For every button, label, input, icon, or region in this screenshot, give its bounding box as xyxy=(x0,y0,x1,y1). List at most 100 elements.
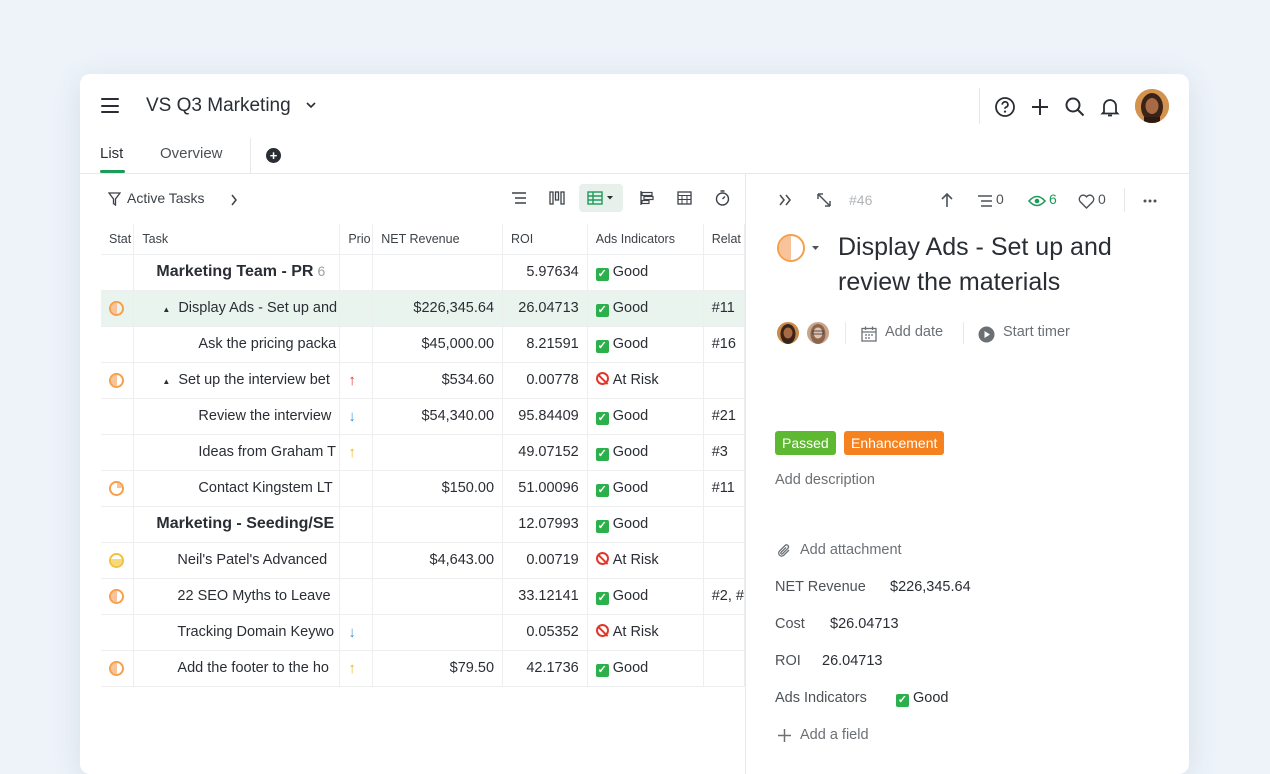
add-view-button[interactable]: + xyxy=(266,148,281,163)
task-cell[interactable]: Tracking Domain Keywo xyxy=(133,613,341,650)
table-row[interactable]: Tracking Domain Keywo ↓ 0.05352 At Risk xyxy=(101,613,746,650)
related-cell[interactable]: #2, # xyxy=(703,577,746,614)
start-timer-button[interactable]: Start timer xyxy=(1003,324,1070,340)
revenue-cell[interactable]: $534.60 xyxy=(372,361,504,398)
arrow-up-icon[interactable] xyxy=(940,192,954,208)
revenue-cell[interactable]: $79.50 xyxy=(372,649,504,687)
gantt-view-icon[interactable] xyxy=(632,184,662,212)
status-half-icon[interactable] xyxy=(109,372,124,388)
related-cell[interactable]: #21 xyxy=(703,397,746,434)
priority-cell[interactable]: ↓ xyxy=(339,397,374,434)
status-cell[interactable] xyxy=(101,613,135,650)
table-row[interactable]: Contact Kingstem LT $150.00 51.00096 ✓ Go… xyxy=(101,469,746,506)
tab-overview[interactable]: Overview xyxy=(160,145,223,162)
roi-cell[interactable]: 0.00719 xyxy=(502,541,588,578)
panel-divider[interactable] xyxy=(745,174,746,774)
table-row[interactable]: Ask the pricing packa $45,000.00 8.21591… xyxy=(101,325,746,362)
ads-cell[interactable]: ✓ Good xyxy=(587,289,704,326)
calendar-view-icon[interactable] xyxy=(669,184,699,212)
task-cell[interactable]: 22 SEO Myths to Leave xyxy=(133,577,341,614)
timer-view-icon[interactable] xyxy=(707,184,737,212)
column-header-net-revenue[interactable]: NET Revenue xyxy=(372,224,504,254)
tag-enhancement[interactable]: Enhancement xyxy=(844,431,945,455)
status-cell[interactable] xyxy=(101,289,135,326)
ads-cell[interactable]: ✓ Good xyxy=(587,505,704,542)
active-tasks-filter[interactable]: Active Tasks xyxy=(127,190,205,206)
filter-icon[interactable] xyxy=(108,192,121,206)
eye-icon[interactable] xyxy=(1028,195,1046,207)
status-quarter-icon[interactable] xyxy=(109,480,124,496)
table-row[interactable]: ▲ Display Ads - Set up and $226,345.64 26… xyxy=(101,289,746,326)
chevron-right-icon[interactable] xyxy=(230,194,238,206)
revenue-cell[interactable]: $45,000.00 xyxy=(372,325,504,362)
ads-cell[interactable]: ✓ Good xyxy=(587,649,704,687)
bell-icon[interactable] xyxy=(1099,96,1121,118)
column-header-status[interactable]: Stat xyxy=(101,224,135,254)
ads-cell[interactable]: ✓ Good xyxy=(587,469,704,506)
status-yellow-icon[interactable] xyxy=(109,552,124,568)
ads-cell[interactable]: ✓ Good xyxy=(587,433,704,470)
ads-cell[interactable]: ✓ Good xyxy=(587,397,704,434)
roi-cell[interactable]: 33.12141 xyxy=(502,577,588,614)
revenue-cell[interactable] xyxy=(372,577,504,614)
hamburger-menu-icon[interactable] xyxy=(101,98,119,113)
ads-cell[interactable]: ✓ Good xyxy=(587,325,704,362)
help-icon[interactable] xyxy=(994,96,1016,118)
related-cell[interactable]: #3 xyxy=(703,433,746,470)
status-cell[interactable] xyxy=(101,433,135,470)
list-view-icon[interactable] xyxy=(504,184,534,212)
related-cell[interactable]: #16 xyxy=(703,325,746,362)
roi-cell[interactable]: 95.84409 xyxy=(502,397,588,434)
roi-cell[interactable]: 51.00096 xyxy=(502,469,588,506)
column-header-priority[interactable]: Prio xyxy=(339,224,374,254)
task-cell[interactable]: Marketing Team - PR 6 xyxy=(133,253,341,290)
table-view-icon[interactable] xyxy=(579,184,623,212)
ads-cell[interactable]: ✓ Good xyxy=(587,253,704,290)
revenue-cell[interactable]: $150.00 xyxy=(372,469,504,506)
task-cell[interactable]: Ideas from Graham T xyxy=(133,433,341,470)
paperclip-icon[interactable] xyxy=(777,543,792,559)
priority-cell[interactable] xyxy=(339,325,374,362)
roi-cell[interactable]: 8.21591 xyxy=(502,325,588,362)
priority-cell[interactable]: ↓ xyxy=(339,613,374,650)
roi-cell[interactable]: 0.00778 xyxy=(502,361,588,398)
related-cell[interactable]: #11 xyxy=(703,289,746,326)
task-cell[interactable]: ▲ Display Ads - Set up and xyxy=(133,289,341,326)
related-cell[interactable] xyxy=(703,541,746,578)
collapse-caret-icon[interactable]: ▲ xyxy=(162,305,171,314)
group-row[interactable]: Marketing Team - PR 6 5.97634 ✓ Good xyxy=(101,253,746,290)
description-field[interactable]: Add description xyxy=(775,472,875,488)
ads-cell[interactable]: ✓ Good xyxy=(587,577,704,614)
task-cell[interactable]: Add the footer to the ho xyxy=(133,649,341,687)
related-cell[interactable]: #11 xyxy=(703,469,746,506)
add-field-button[interactable]: Add a field xyxy=(800,727,869,743)
related-cell[interactable] xyxy=(703,649,746,687)
status-cell[interactable] xyxy=(101,469,135,506)
roi-cell[interactable]: 26.04713 xyxy=(502,289,588,326)
roi-cell[interactable]: 0.05352 xyxy=(502,613,588,650)
table-row[interactable]: ▲ Set up the interview bet ↑ $534.60 0.00… xyxy=(101,361,746,398)
search-icon[interactable] xyxy=(1064,96,1086,118)
collapse-panel-icon[interactable] xyxy=(778,194,792,206)
task-cell[interactable]: Contact Kingstem LT xyxy=(133,469,341,506)
plus-icon[interactable] xyxy=(1029,96,1051,118)
tag-passed[interactable]: Passed xyxy=(775,431,836,455)
ads-cell[interactable]: At Risk xyxy=(587,613,704,650)
tab-list[interactable]: List xyxy=(100,145,124,162)
board-view-icon[interactable] xyxy=(542,184,572,212)
field-value-cost[interactable]: $26.04713 xyxy=(830,616,899,632)
calendar-icon[interactable] xyxy=(861,326,877,342)
subtasks-icon[interactable] xyxy=(977,195,993,207)
assignee-avatar[interactable] xyxy=(805,320,831,346)
field-value-roi[interactable]: 26.04713 xyxy=(822,653,883,669)
ads-cell[interactable]: At Risk xyxy=(587,541,704,578)
task-cell[interactable]: Neil's Patel's Advanced xyxy=(133,541,341,578)
ads-cell[interactable]: At Risk xyxy=(587,361,704,398)
table-row[interactable]: Add the footer to the ho ↑ $79.50 42.173… xyxy=(101,649,746,687)
chevron-down-icon[interactable] xyxy=(305,100,317,110)
related-cell[interactable] xyxy=(703,361,746,398)
heart-icon[interactable] xyxy=(1078,194,1095,209)
field-value-ads-indicators[interactable]: ✓ Good xyxy=(896,690,948,707)
status-cell[interactable] xyxy=(101,541,135,578)
roi-cell[interactable]: 12.07993 xyxy=(502,505,588,542)
